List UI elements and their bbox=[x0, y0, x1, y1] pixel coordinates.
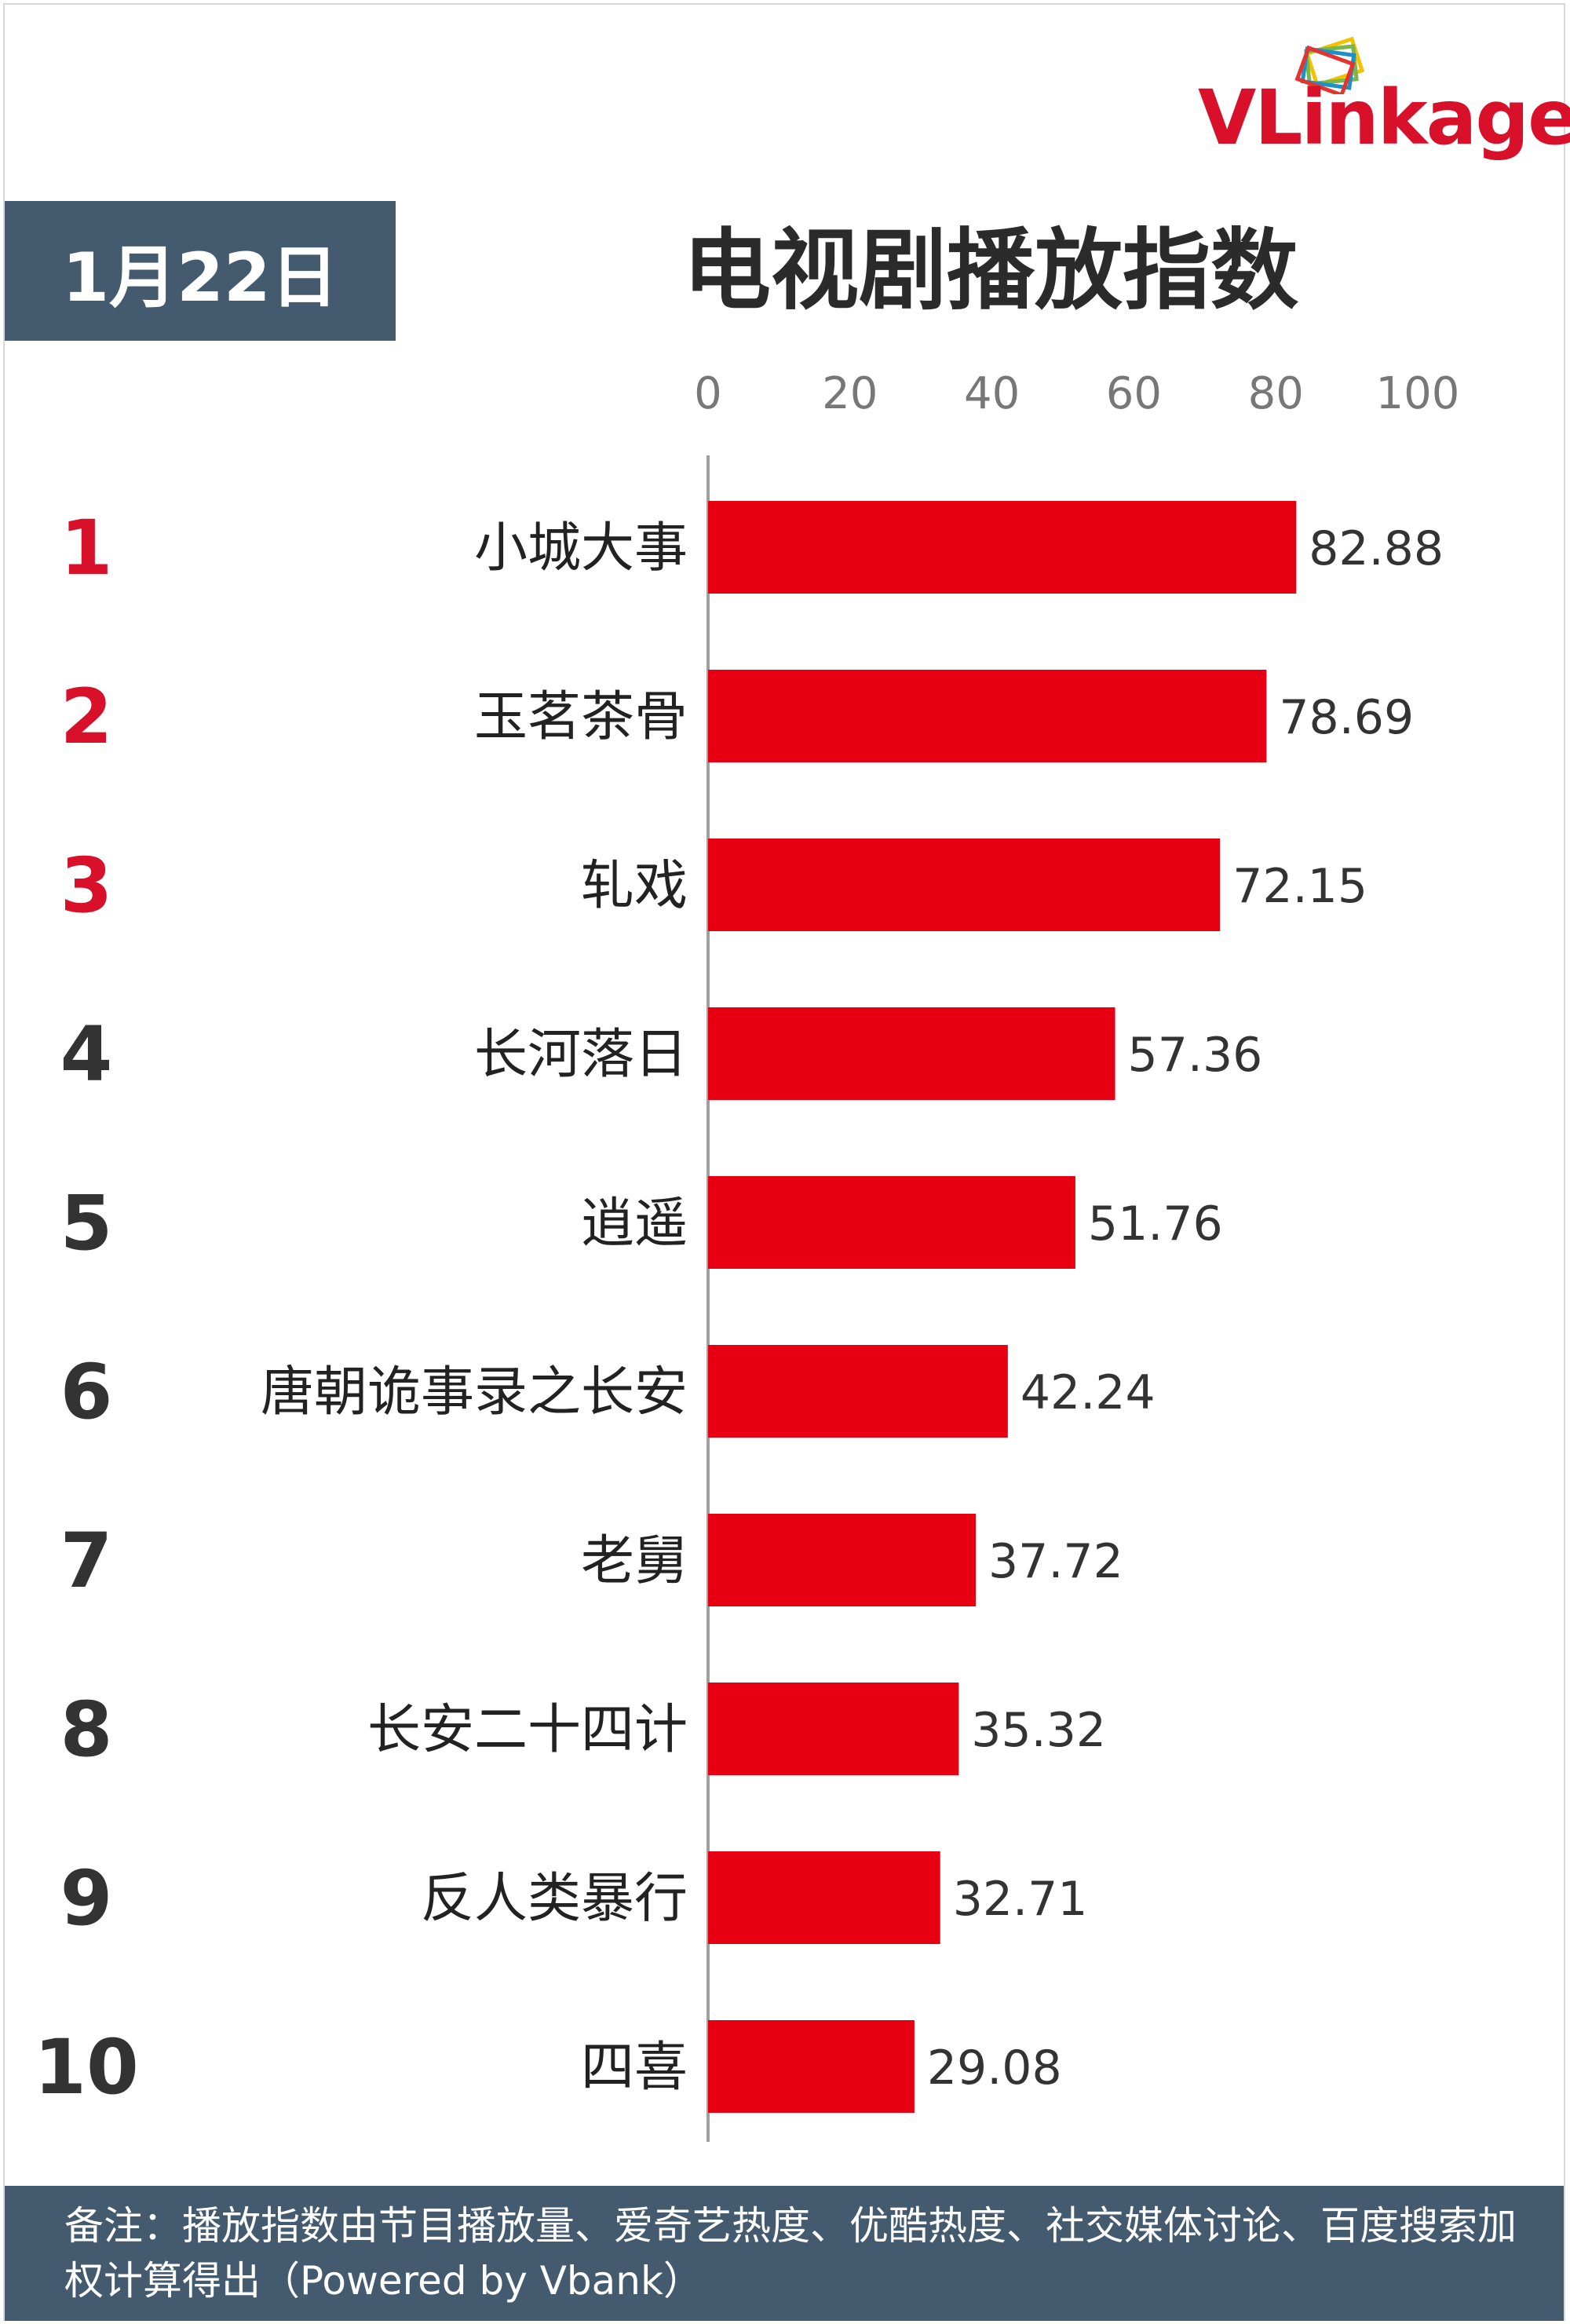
rank-number: 7 bbox=[60, 1517, 113, 1605]
value-label: 29.08 bbox=[927, 2041, 1062, 2096]
category-label: 玉茗茶骨 bbox=[474, 686, 688, 748]
rank-number: 8 bbox=[60, 1686, 113, 1774]
rank-number: 4 bbox=[60, 1010, 113, 1098]
bar bbox=[708, 1007, 1115, 1100]
value-label: 35.32 bbox=[971, 1703, 1106, 1758]
footnote-text: 备注：播放指数由节目播放量、爱奇艺热度、优酷热度、社交媒体讨论、百度搜索加权计算… bbox=[64, 2203, 1517, 2304]
value-label: 57.36 bbox=[1128, 1028, 1263, 1083]
category-label: 逍遥 bbox=[581, 1193, 688, 1255]
category-label: 四喜 bbox=[581, 2037, 688, 2099]
bar bbox=[708, 1683, 959, 1775]
rank-number: 6 bbox=[60, 1348, 113, 1436]
value-label: 51.76 bbox=[1088, 1197, 1223, 1252]
value-label: 32.71 bbox=[953, 1872, 1088, 1927]
chart-title: 电视剧播放指数 bbox=[683, 220, 1298, 322]
bar bbox=[708, 1851, 940, 1944]
logo-cards-icon bbox=[1294, 36, 1365, 94]
value-label: 72.15 bbox=[1232, 859, 1367, 914]
rank-number: 9 bbox=[60, 1854, 113, 1942]
rank-number: 2 bbox=[60, 673, 113, 761]
x-tick-label: 0 bbox=[694, 368, 722, 419]
rank-number: 10 bbox=[34, 2023, 139, 2111]
category-label: 老舅 bbox=[581, 1530, 688, 1592]
bar-chart: 0 20 40 60 80 100 1 小城大事 82.88 2 玉茗茶骨 78.69 3 轧戏 72.15… bbox=[34, 368, 1460, 2142]
x-tick-label: 80 bbox=[1248, 368, 1304, 419]
x-tick-label: 100 bbox=[1376, 368, 1460, 419]
category-label: 长河落日 bbox=[474, 1024, 688, 1086]
category-label: 反人类暴行 bbox=[421, 1868, 688, 1930]
bar bbox=[708, 1514, 976, 1606]
x-tick-label: 20 bbox=[822, 368, 878, 419]
bar bbox=[708, 1176, 1075, 1269]
bar bbox=[708, 1345, 1008, 1438]
rank-number: 1 bbox=[60, 504, 113, 592]
value-label: 37.72 bbox=[988, 1534, 1123, 1589]
value-label: 82.88 bbox=[1309, 521, 1444, 576]
rank-number: 3 bbox=[60, 842, 113, 930]
bar bbox=[708, 501, 1297, 594]
category-label: 长安二十四计 bbox=[367, 1699, 688, 1761]
category-label: 轧戏 bbox=[581, 855, 688, 917]
value-label: 42.24 bbox=[1020, 1365, 1156, 1420]
logo-text-v: V bbox=[1198, 74, 1256, 162]
x-tick-label: 60 bbox=[1106, 368, 1162, 419]
x-tick-label: 40 bbox=[964, 368, 1020, 419]
vlinkage-logo: VLinkage bbox=[1193, 31, 1570, 173]
category-label: 小城大事 bbox=[474, 517, 688, 579]
bar bbox=[708, 839, 1221, 931]
bar bbox=[708, 2020, 915, 2113]
rank-number: 5 bbox=[60, 1179, 113, 1267]
bar bbox=[708, 670, 1267, 762]
value-label: 78.69 bbox=[1279, 690, 1414, 745]
date-badge: 1月22日 bbox=[5, 201, 396, 341]
logo-text-rest: Linkage bbox=[1254, 74, 1570, 162]
footnote-bar: 备注：播放指数由节目播放量、爱奇艺热度、优酷热度、社交媒体讨论、百度搜索加权计算… bbox=[5, 2186, 1564, 2321]
logo-text: VLinkage bbox=[1198, 80, 1570, 155]
category-label: 唐朝诡事录之长安 bbox=[261, 1361, 688, 1423]
